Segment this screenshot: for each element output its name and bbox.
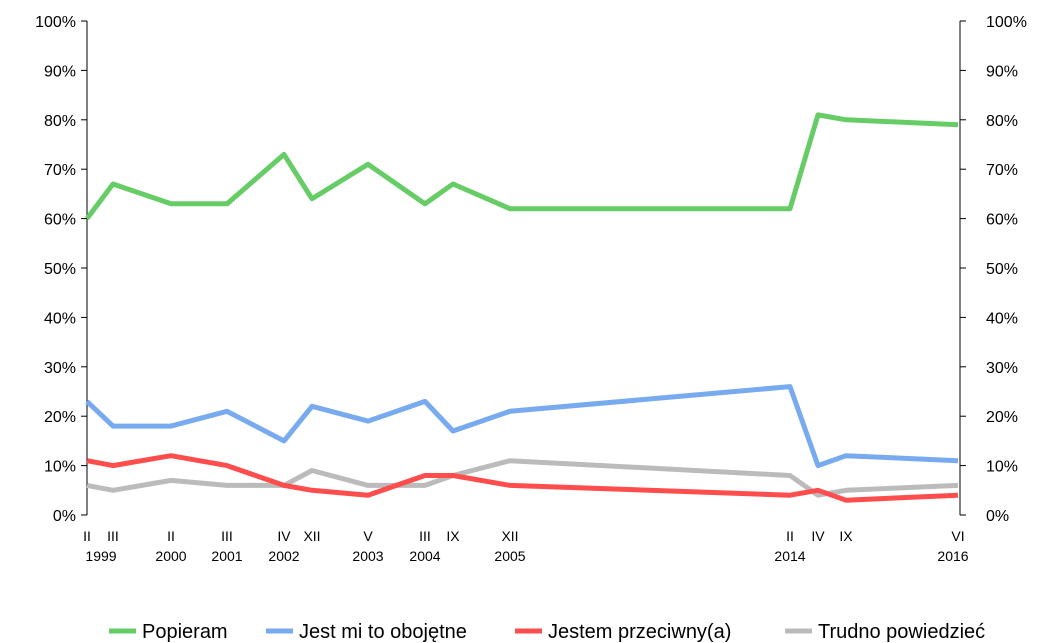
x-year-label: 2002 [268, 548, 299, 564]
right-tick-label: 80% [986, 113, 1018, 130]
right-tick-label: 100% [986, 14, 1027, 31]
x-month-label: III [419, 528, 431, 544]
legend-label: Popieram [142, 621, 228, 643]
series-line [85, 384, 959, 469]
left-tick-label: 30% [44, 360, 76, 377]
right-tick-label: 90% [986, 63, 1018, 80]
x-year-label: 2003 [352, 548, 383, 564]
x-year-label: 2000 [155, 548, 186, 564]
right-tick-label: 30% [986, 360, 1018, 377]
x-month-label: XII [501, 528, 518, 544]
x-month-label: III [221, 528, 233, 544]
left-tick-label: 100% [35, 14, 76, 31]
series-lines [85, 112, 959, 503]
x-month-label: IX [446, 528, 460, 544]
legend-label: Trudno powiedzieć [818, 621, 985, 643]
legend-label: Jestem przeciwny(a) [548, 621, 731, 643]
x-year-label: 2014 [774, 548, 805, 564]
right-tick-label: 50% [986, 261, 1018, 278]
x-month-label: IX [839, 528, 853, 544]
left-tick-label: 70% [44, 162, 76, 179]
right-tick-label: 0% [986, 508, 1009, 525]
x-year-label: 2004 [409, 548, 440, 564]
right-tick-label: 60% [986, 212, 1018, 229]
axes [86, 21, 961, 515]
left-tick-label: 50% [44, 261, 76, 278]
x-year-label: 2001 [211, 548, 242, 564]
x-month-label: IV [277, 528, 291, 544]
x-month-label: VI [951, 528, 964, 544]
x-year-label: 1999 [85, 548, 116, 564]
right-tick-label: 20% [986, 409, 1018, 426]
legend-label: Jest mi to obojętne [299, 621, 467, 643]
left-tick-label: 20% [44, 409, 76, 426]
right-tick-label: 40% [986, 310, 1018, 327]
x-month-label: V [363, 528, 373, 544]
left-tick-label: 90% [44, 63, 76, 80]
right-tick-label: 70% [986, 162, 1018, 179]
x-year-label: 2005 [494, 548, 525, 564]
x-month-label: II [786, 528, 794, 544]
left-tick-label: 0% [53, 508, 76, 525]
x-month-label: IV [811, 528, 825, 544]
x-month-label: XII [303, 528, 320, 544]
x-month-label: II [167, 528, 175, 544]
left-tick-label: 60% [44, 212, 76, 229]
y-ticks: 0% 0% 10% 10% 20% 20% 30% 30% 40% 40% 50% 50% 60% 60%… [35, 14, 1027, 525]
right-tick-label: 10% [986, 459, 1018, 476]
x-year-label: 2016 [937, 548, 968, 564]
left-tick-label: 40% [44, 310, 76, 327]
left-tick-label: 80% [44, 113, 76, 130]
x-month-label: III [107, 528, 119, 544]
left-tick-label: 10% [44, 459, 76, 476]
series-line [85, 112, 959, 221]
legend: Popieram Jest mi to obojętne Jestem przeci… [109, 621, 985, 643]
series-line [86, 453, 959, 503]
x-month-label: II [83, 528, 91, 544]
